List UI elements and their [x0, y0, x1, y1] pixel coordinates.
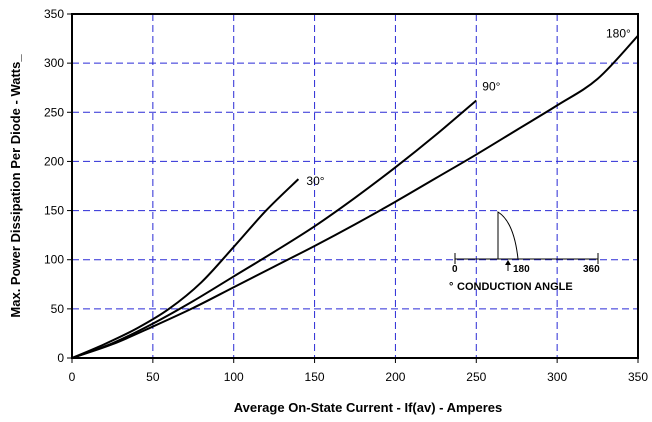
x-tick-label: 100: [224, 370, 244, 384]
inset-waveform: [498, 212, 518, 259]
inset-scale-label-360: 360: [583, 264, 600, 275]
plot-frame: [72, 14, 638, 358]
series-label-2: 180°: [606, 27, 631, 41]
x-tick-label: 200: [385, 370, 405, 384]
y-tick-label: 300: [44, 56, 64, 70]
y-tick-label: 250: [44, 105, 64, 119]
y-axis-title: Max. Power Dissipation Per Diode - Watts…: [8, 54, 23, 318]
inset-title: CONDUCTION ANGLE: [457, 281, 573, 293]
grid-layer: [72, 14, 638, 358]
inset-scale-label-180: 180: [513, 264, 530, 275]
x-tick-label: 250: [466, 370, 486, 384]
x-tick-label: 350: [628, 370, 648, 384]
y-tick-label: 200: [44, 154, 64, 168]
series-line-1: [72, 100, 476, 358]
x-tick-label: 0: [69, 370, 76, 384]
conduction-angle-inset: 0 180 360 ° CONDUCTION ANGLE: [449, 212, 600, 293]
x-tick-label: 50: [146, 370, 160, 384]
y-tick-label: 350: [44, 7, 64, 21]
y-tick-label: 50: [51, 302, 65, 316]
series-label-1: 90°: [482, 79, 500, 93]
x-tick-label: 300: [547, 370, 567, 384]
x-tick-label: 150: [305, 370, 325, 384]
series-line-0: [72, 179, 298, 358]
inset-degree-symbol: °: [449, 281, 453, 293]
x-axis-title: Average On-State Current - If(av) - Ampe…: [234, 400, 503, 415]
curve-layer: [72, 36, 638, 358]
inset-arrow-head: [505, 260, 511, 265]
y-tick-label: 150: [44, 204, 64, 218]
y-tick-label: 100: [44, 253, 64, 267]
y-tick-label: 0: [57, 351, 64, 365]
inset-scale-label-0: 0: [452, 264, 458, 275]
series-label-0: 30°: [306, 174, 324, 188]
